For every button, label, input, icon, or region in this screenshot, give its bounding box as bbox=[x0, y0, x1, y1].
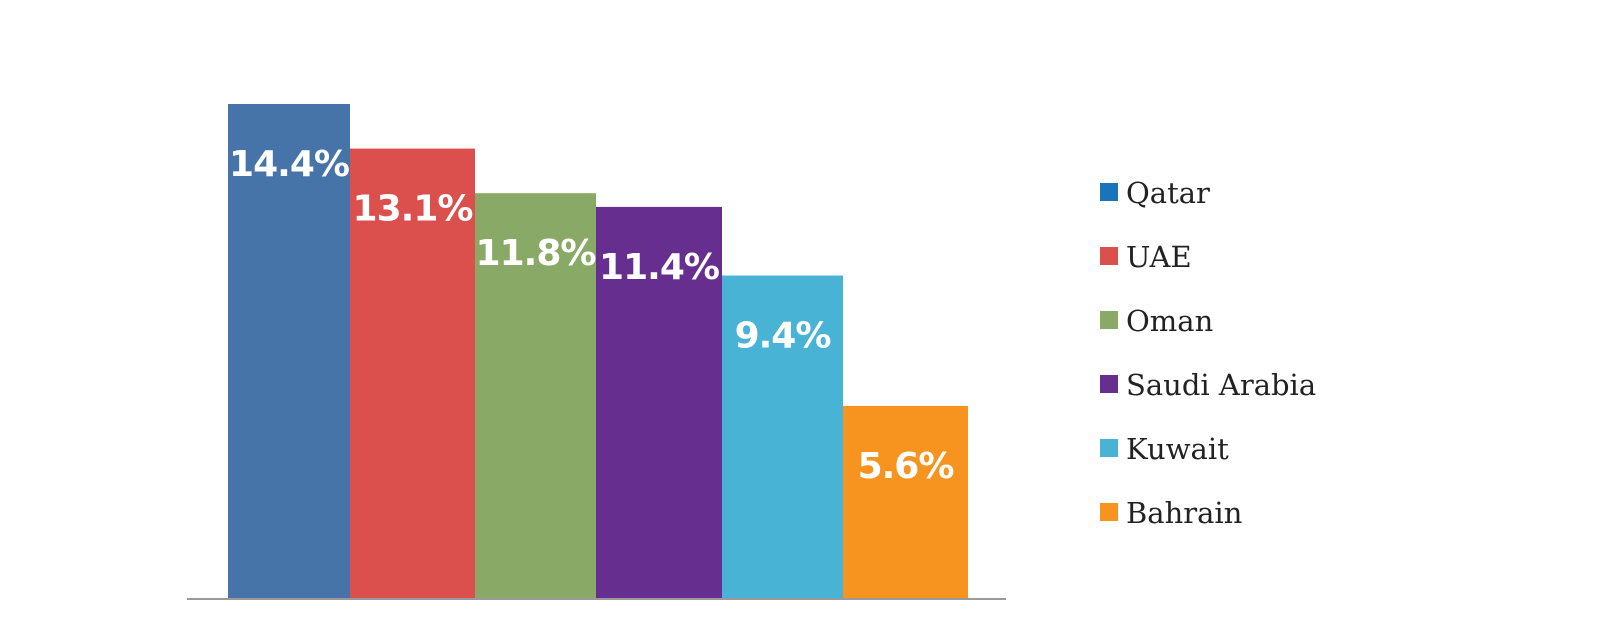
legend-item-qatar: Qatar bbox=[1100, 176, 1210, 210]
legend-label-oman: Oman bbox=[1126, 304, 1213, 338]
legend-label-uae: UAE bbox=[1126, 240, 1192, 274]
legend-label-bahrain: Bahrain bbox=[1126, 496, 1242, 530]
bar-bahrain bbox=[843, 405, 968, 598]
value-label-oman: 11.8% bbox=[476, 233, 596, 274]
legend-item-saudi-arabia: Saudi Arabia bbox=[1100, 368, 1316, 402]
bar-uae bbox=[350, 148, 475, 598]
legend-label-qatar: Qatar bbox=[1126, 176, 1210, 210]
legend-item-bahrain: Bahrain bbox=[1100, 496, 1242, 530]
bar-kuwait bbox=[722, 275, 843, 598]
legend: Qatar UAE Oman Saudi Arabia Kuwait Bahrain bbox=[1100, 176, 1316, 530]
bar-saudi-arabia bbox=[596, 206, 722, 598]
legend-label-kuwait: Kuwait bbox=[1126, 432, 1229, 466]
bar-oman bbox=[475, 193, 596, 598]
value-label-bahrain: 5.6% bbox=[858, 446, 954, 487]
legend-swatch-qatar bbox=[1100, 183, 1118, 201]
legend-swatch-bahrain bbox=[1100, 503, 1118, 521]
legend-item-kuwait: Kuwait bbox=[1100, 432, 1229, 466]
bars-group bbox=[228, 104, 968, 598]
legend-swatch-saudi-arabia bbox=[1100, 375, 1118, 393]
legend-item-uae: UAE bbox=[1100, 240, 1192, 274]
legend-swatch-kuwait bbox=[1100, 439, 1118, 457]
legend-item-oman: Oman bbox=[1100, 304, 1213, 338]
value-label-uae: 13.1% bbox=[353, 189, 473, 230]
bar-qatar bbox=[228, 104, 350, 598]
legend-label-saudi-arabia: Saudi Arabia bbox=[1126, 368, 1316, 402]
value-label-kuwait: 9.4% bbox=[735, 316, 831, 357]
legend-swatch-oman bbox=[1100, 311, 1118, 329]
value-labels-group: 14.4%13.1%11.8% 11.4% 9.4% 5.6% bbox=[229, 144, 954, 487]
value-label-qatar: 14.4% bbox=[229, 144, 349, 185]
legend-swatch-uae bbox=[1100, 247, 1118, 265]
value-label-saudi-arabia: 11.4% bbox=[599, 247, 719, 288]
